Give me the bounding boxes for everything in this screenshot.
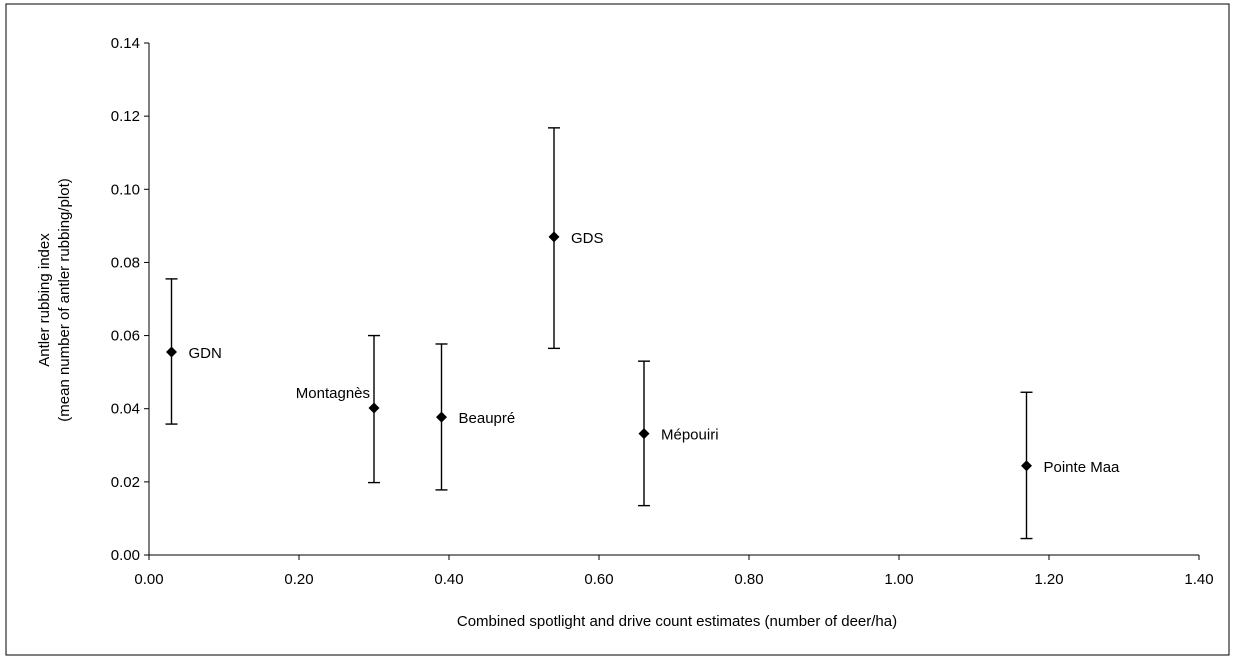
x-tick-label: 0.40 [434, 571, 463, 588]
y-tick-label: 0.10 [111, 181, 140, 198]
data-point-label: Pointe Maa [1044, 459, 1121, 476]
data-point-label: GDS [571, 230, 604, 247]
data-point-marker [166, 346, 177, 358]
x-tick-label: 1.00 [884, 571, 913, 588]
y-tick-label: 0.00 [111, 547, 140, 564]
x-tick-label: 1.20 [1034, 571, 1063, 588]
data-points: GDN Montagnès Beaupré GDS Mépouiri Pointe Maa [165, 127, 1121, 540]
y-axis-title-line1: Antler rubbing index [36, 233, 53, 367]
y-tick-label: 0.04 [111, 401, 140, 418]
data-point-label: Beaupré [459, 410, 516, 427]
x-tick-label: 1.40 [1184, 571, 1213, 588]
data-point-marker [1021, 460, 1032, 472]
axes: 0.00 0.02 0.04 0.06 0.08 0.10 0.12 0.14 0.00 0.20… [111, 35, 1214, 588]
chart-border [5, 3, 1230, 656]
y-tick-label: 0.08 [111, 254, 140, 271]
y-tick-label: 0.06 [111, 328, 140, 345]
x-tick-label: 0.80 [734, 571, 763, 588]
y-tick-label: 0.14 [111, 35, 140, 52]
x-tick-label: 0.60 [584, 571, 613, 588]
data-point-label: Montagnès [296, 385, 370, 402]
x-axis-title: Combined spotlight and drive count estim… [457, 613, 897, 630]
data-point-marker [548, 231, 560, 243]
data-point-label: GDN [189, 345, 222, 362]
x-tick-label: 0.20 [284, 571, 313, 588]
y-tick-label: 0.02 [111, 474, 140, 491]
data-point-marker [638, 428, 650, 440]
data-point-marker [368, 402, 380, 414]
y-axis-title-line2: (mean number of antler rubbing/plot) [56, 178, 73, 421]
data-point-label: Mépouiri [661, 427, 719, 444]
y-tick-label: 0.12 [111, 108, 140, 125]
x-tick-label: 0.00 [134, 571, 163, 588]
data-point-marker [436, 411, 447, 423]
